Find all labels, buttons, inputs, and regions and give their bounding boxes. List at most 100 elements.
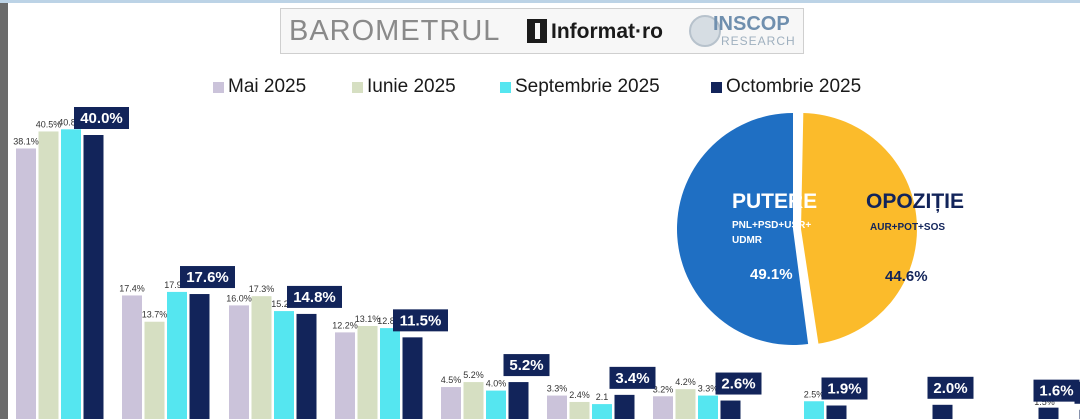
value-label-iunie-2: 17.3%	[249, 284, 275, 294]
oct-label-box-0	[74, 107, 129, 129]
informat-logo-icon	[527, 19, 547, 43]
value-label-mai-0: 38.1%	[13, 136, 39, 146]
legend-label-oct: Octombrie 2025	[726, 76, 862, 97]
bar-oct-2	[296, 313, 317, 419]
bar-iunie-5	[569, 401, 590, 419]
oct-label-box-10	[1074, 381, 1080, 404]
legend-item-iunie: Iunie 2025	[352, 76, 456, 98]
pie-value-opozitie: 44.6%	[885, 268, 928, 285]
bar-sept-2	[274, 311, 294, 419]
value-label-sept-5: 2.1	[596, 392, 609, 402]
bar-oct-5	[614, 394, 635, 419]
pie-sub-putere: PNL+PSD+USR+	[732, 220, 811, 231]
pie-slice-putere	[676, 113, 809, 345]
bar-oct-0	[83, 135, 104, 419]
oct-label-box-1	[180, 266, 235, 289]
bar-oct-4	[508, 382, 529, 419]
top-border-line	[0, 0, 1080, 3]
oct-label-box-7	[821, 377, 868, 400]
oct-value-label-2: 14.8%	[293, 289, 336, 306]
bar-mai-0	[16, 148, 36, 419]
bar-oct-8	[932, 404, 953, 419]
barometer-banner: BAROMETRUL Informat·ro INSCOP RESEARCH	[280, 8, 804, 54]
bar-mai-6	[653, 396, 673, 419]
legend-swatch-mai	[213, 81, 224, 93]
oct-label-box-2	[287, 285, 342, 308]
value-label-sept-2: 15.2%	[271, 299, 297, 309]
value-label-iunie-3: 13.1%	[355, 314, 381, 324]
bar-sept-1	[167, 291, 187, 419]
oct-value-label-4: 5.2%	[509, 357, 543, 374]
value-label-sept-4: 4.0%	[486, 379, 507, 389]
bar-mai-3	[335, 332, 355, 419]
value-label-iunie-0: 40.5%	[36, 119, 62, 129]
bar-sept-3	[380, 328, 400, 419]
bar-iunie-4	[463, 382, 484, 419]
bar-oct-9	[1038, 407, 1059, 419]
inscop-globe-icon	[689, 15, 721, 47]
oct-value-label-3: 11.5%	[400, 312, 442, 329]
bar-sept-5	[592, 404, 612, 419]
value-label-iunie-4: 5.2%	[463, 370, 484, 380]
oct-label-box-8	[927, 376, 974, 399]
oct-value-label-9: 1.6%	[1039, 383, 1073, 400]
banner-brand: Informat·ro	[551, 20, 663, 43]
bar-mai-1	[122, 295, 142, 419]
bar-oct-3	[402, 337, 423, 419]
bar-iunie-2	[251, 296, 272, 419]
oct-value-label-5: 3.4%	[615, 370, 649, 387]
pie-sub-opozitie: AUR+POT+SOS	[870, 222, 945, 233]
legend-item-mai: Mai 2025	[213, 76, 306, 98]
pie-sub2-putere: UDMR	[732, 235, 763, 246]
value-label-mai-4: 4.5%	[441, 375, 462, 385]
value-label-mai-5: 3.3%	[547, 384, 568, 394]
bar-mai-5	[547, 395, 567, 419]
value-label-sept-0: 40.8%	[58, 117, 84, 127]
oct-value-label-6: 2.6%	[721, 376, 755, 393]
legend-label-mai: Mai 2025	[228, 76, 307, 97]
oct-value-label-1: 17.6%	[186, 269, 229, 286]
legend-label-iunie: Iunie 2025	[367, 76, 456, 97]
bar-oct-6	[720, 400, 741, 419]
oct-label-box-9	[1033, 379, 1080, 402]
value-label-iunie-1: 13.7%	[142, 310, 168, 320]
banner-title: BAROMETRUL	[289, 15, 501, 47]
value-label-iunie-10: 1.5%	[1034, 397, 1055, 407]
left-edge-bar	[0, 0, 8, 419]
value-label-mai-3: 12.2%	[332, 320, 358, 330]
oct-value-label-0: 40.0%	[80, 110, 123, 127]
bar-sept-6	[698, 395, 718, 419]
oct-label-box-6	[715, 372, 762, 395]
bar-mai-4	[441, 387, 461, 419]
value-label-mai-1: 17.4%	[119, 283, 145, 293]
legend-swatch-oct	[711, 81, 722, 93]
pie-value-putere: 49.1%	[750, 266, 793, 283]
oct-label-box-4	[503, 354, 550, 377]
bar-iunie-3	[357, 325, 378, 419]
pie-label-opozitie: OPOZIȚIE	[866, 190, 964, 213]
bar-iunie-0	[38, 131, 59, 419]
banner-partner-sub: RESEARCH	[721, 34, 796, 48]
value-label-sept-1: 17.9%	[164, 280, 190, 290]
bar-sept-0	[61, 129, 81, 419]
value-label-iunie-6: 4.2%	[675, 377, 696, 387]
value-label-mai-6: 3.2%	[653, 384, 674, 394]
oct-value-label-8: 2.0%	[933, 380, 967, 397]
value-label-sept-3: 12.8%	[377, 316, 403, 326]
bar-mai-2	[229, 305, 249, 419]
banner-partner: INSCOP	[713, 13, 790, 35]
oct-label-box-3	[393, 309, 448, 332]
bar-sept-7	[804, 401, 824, 419]
legend-swatch-iunie	[352, 81, 363, 93]
legend-swatch-sept	[500, 81, 511, 93]
bar-sept-4	[486, 390, 506, 419]
bar-iunie-6	[675, 389, 696, 419]
pie-label-putere: PUTERE	[732, 190, 817, 213]
legend-item-sept: Septembrie 2025	[500, 76, 660, 98]
oct-value-label-7: 1.9%	[827, 381, 861, 398]
legend-item-oct: Octombrie 2025	[711, 76, 861, 98]
bar-oct-1	[189, 294, 210, 419]
bar-oct-7	[826, 405, 847, 419]
bar-iunie-1	[144, 321, 165, 419]
